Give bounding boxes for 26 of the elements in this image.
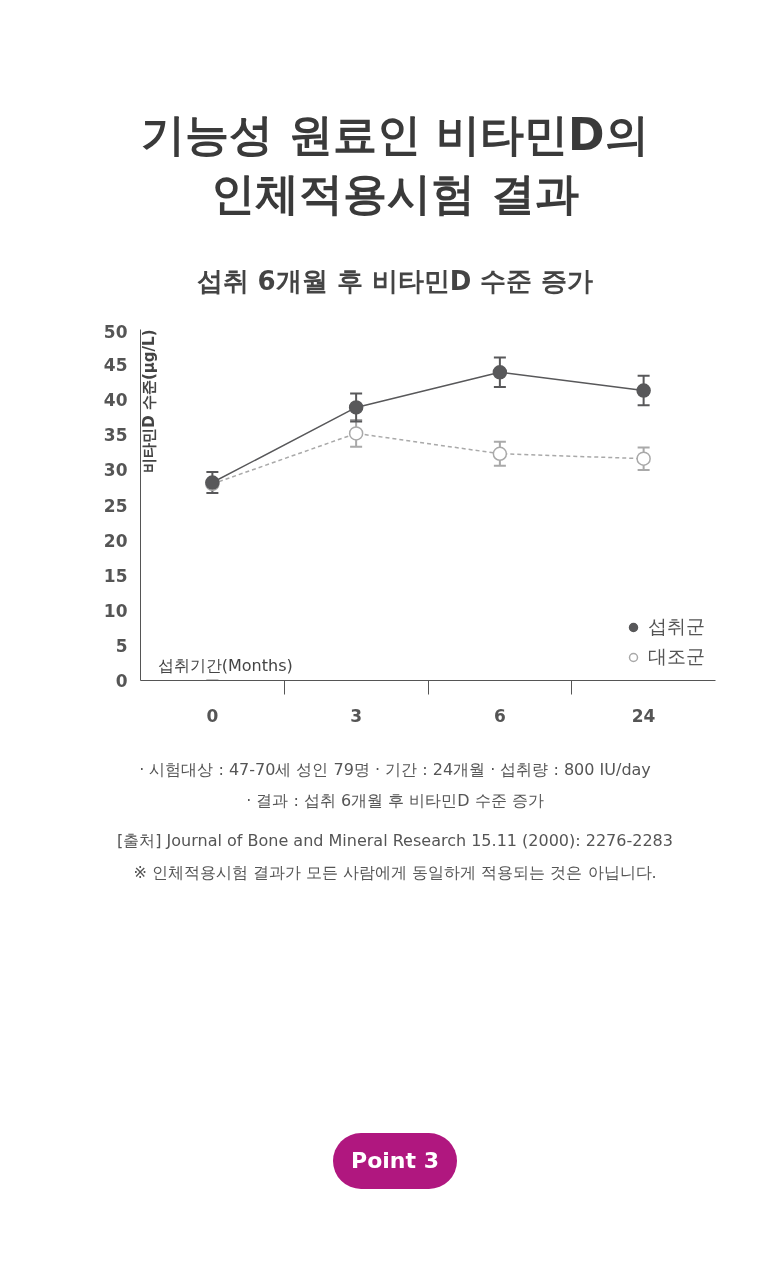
- y-tick-label: 30: [103, 460, 128, 481]
- y-axis-title: 비타민D 수준(μg/L): [139, 329, 158, 473]
- y-tick-label: 10: [103, 600, 128, 621]
- y-tick-label: 0: [115, 670, 128, 691]
- chart-subtitle: 섭취 6개월 후 비타민D 수준 증가: [195, 264, 595, 298]
- legend-label: 대조군: [648, 643, 705, 669]
- x-tick-label: 0: [206, 705, 219, 726]
- y-tick-label: 40: [103, 390, 128, 411]
- text: Point 3: [333, 1133, 457, 1189]
- text: · 결과 : 섭취 6개월 후 비타민D 수준 증가: [245, 790, 545, 813]
- x-tick-label: 24: [631, 705, 656, 726]
- text: [출처] Journal of Bone and Mineral Research 15.11 (2000): 2276-2283: [116, 830, 674, 852]
- y-tick-label: 15: [103, 565, 128, 586]
- y-tick-label: 25: [103, 495, 128, 516]
- y-tick-label: 50: [103, 321, 128, 342]
- y-tick-label: 35: [103, 425, 128, 446]
- x-tick-label: 3: [350, 705, 363, 726]
- y-tick-label: 20: [103, 530, 128, 551]
- y-tick-label: 5: [115, 635, 128, 656]
- y-tick-label: 45: [103, 354, 128, 375]
- x-axis-title: 섭취기간(Months): [157, 655, 293, 675]
- chart-title: 기능성 원료인 비타민D의 인체적용시험 결과: [140, 108, 650, 222]
- text: ※ 인체적용시험 결과가 모든 사람에게 동일하게 적용되는 것은 아닙니다.: [132, 861, 658, 884]
- legend-label: 섭취군: [648, 613, 705, 639]
- x-tick-label: 6: [493, 705, 506, 726]
- text: · 시험대상 : 47-70세 성인 79명 · 기간 : 24개월 · 섭취량 : 800 IU/day: [138, 758, 652, 781]
